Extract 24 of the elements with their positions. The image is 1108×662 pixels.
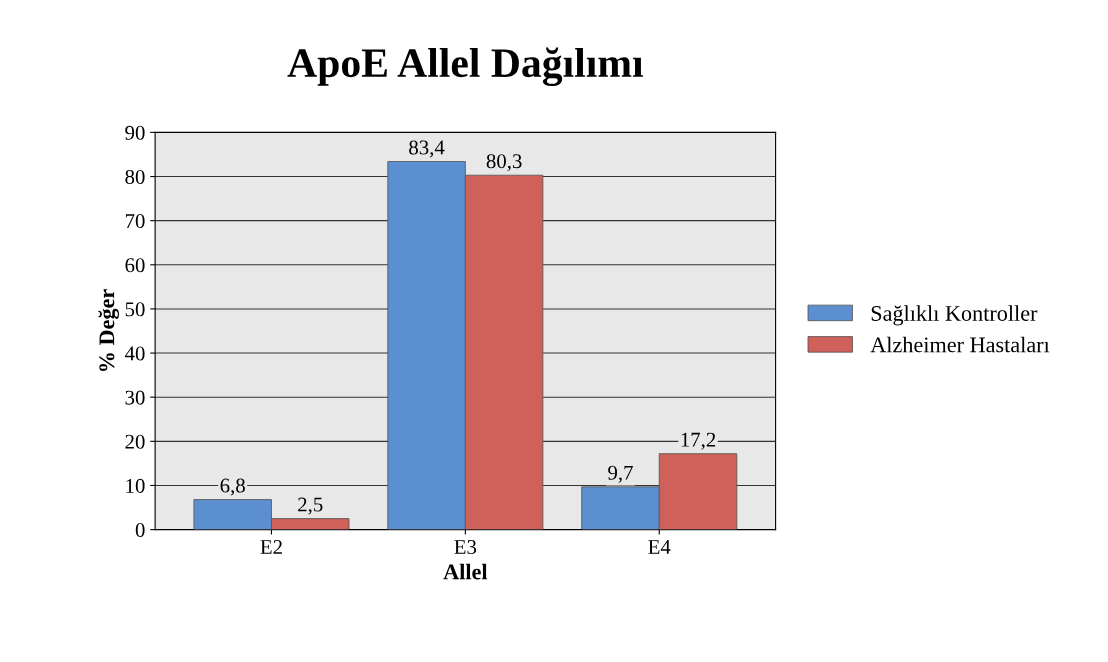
- y-tick-label: 20: [125, 434, 145, 449]
- data-label: 83,4: [409, 140, 445, 158]
- data-label: 6,8: [220, 478, 245, 496]
- x-tick-label: E4: [648, 540, 671, 554]
- y-tick-label: 80: [125, 169, 145, 184]
- chart-title: ApoE Allel Dağılımı: [287, 47, 644, 87]
- data-label: 2,5: [298, 497, 323, 515]
- data-label: 17,2: [681, 432, 716, 450]
- x-tick-label: E3: [454, 539, 477, 554]
- y-axis-title: % Değer: [98, 289, 120, 371]
- y-tick-label: 0: [135, 522, 145, 538]
- x-tick-label: E2: [260, 539, 282, 554]
- y-tick-label: 70: [125, 214, 145, 229]
- y-tick-label: 90: [125, 125, 145, 140]
- data-label: 9,7: [608, 465, 633, 483]
- x-axis-title: Allel: [443, 563, 488, 580]
- legend-label: Alzheimer Hastaları: [870, 336, 1050, 353]
- y-tick-label: 60: [125, 258, 145, 273]
- y-tick-label: 40: [124, 346, 145, 361]
- legend-label: Sağlıklı Kontroller: [871, 305, 1038, 326]
- data-label: 80,3: [486, 154, 522, 172]
- y-tick-label: 30: [125, 390, 145, 405]
- y-tick-label: 50: [125, 302, 145, 317]
- y-tick-label: 10: [126, 478, 145, 493]
